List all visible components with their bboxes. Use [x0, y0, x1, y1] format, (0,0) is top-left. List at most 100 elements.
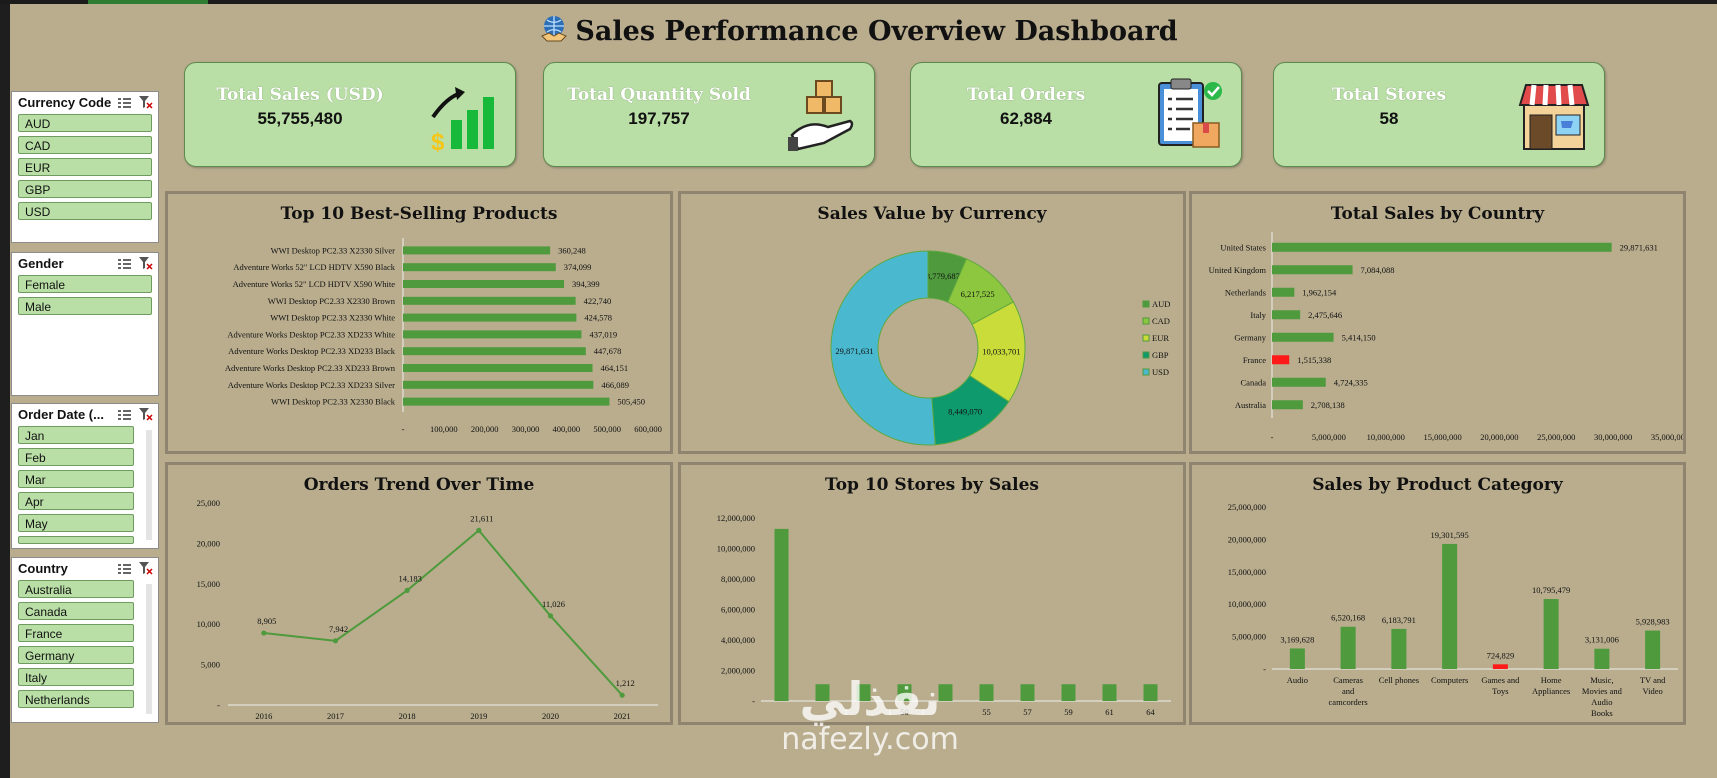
slicer-title: Currency Code [18, 95, 112, 110]
dashboard-title-block: Sales Performance Overview Dashboard [0, 14, 1717, 51]
slicer-item-cad[interactable]: CAD [18, 136, 152, 154]
tick-label: 400,000 [553, 424, 581, 434]
category-label: Adventure Works Desktop PC2.33 XD233 Sil… [228, 380, 395, 390]
tick-label: 10,000,000 [1228, 599, 1266, 609]
tick-label: 6,000,000 [721, 605, 755, 615]
bar [403, 330, 582, 339]
bar [403, 347, 586, 356]
slicer-item-canada[interactable]: Canada [18, 602, 134, 620]
multi-select-icon[interactable] [118, 96, 131, 114]
slicer-item-apr[interactable]: Apr [18, 492, 134, 510]
bar [1272, 287, 1295, 297]
data-label: 1,515,338 [1297, 355, 1331, 365]
tick-label: 500,000 [593, 424, 621, 434]
tick-label: 15,000 [197, 579, 220, 589]
slicer-title: Order Date (... [18, 407, 104, 422]
data-label: 394,399 [572, 279, 600, 289]
tick-label: 2,000,000 [721, 666, 755, 676]
tick-label: 300,000 [512, 424, 540, 434]
slicer-item-usd[interactable]: USD [18, 202, 152, 220]
clear-filter-icon[interactable] [139, 257, 153, 275]
worksheet-column-header [0, 0, 1717, 4]
order-clipboard-icon [1155, 75, 1227, 160]
data-point [476, 527, 482, 533]
slicer-item-italy[interactable]: Italy [18, 668, 134, 686]
slicer-item-mar[interactable]: Mar [18, 470, 134, 488]
tick-label: 2021 [614, 711, 631, 721]
bar [403, 246, 551, 255]
multi-select-icon[interactable] [118, 408, 131, 426]
tick-label: - [1271, 432, 1274, 442]
category-label: Adventure Works Desktop PC2.33 XD233 Whi… [227, 329, 395, 339]
data-label: 21,611 [470, 513, 493, 523]
bar [1143, 684, 1158, 701]
data-label: 447,678 [594, 346, 622, 356]
slicer-item-eur[interactable]: EUR [18, 158, 152, 176]
data-label: 8,905 [257, 616, 276, 626]
slicer-item-france[interactable]: France [18, 624, 134, 642]
data-point [404, 587, 410, 594]
slicer-country: Country Australia Canada France Germany … [11, 557, 159, 723]
multi-select-icon[interactable] [118, 257, 131, 275]
legend-label: GBP [1152, 350, 1169, 360]
multi-select-icon[interactable] [118, 562, 131, 580]
slicer-item-jan[interactable]: Jan [18, 426, 134, 444]
chart-panel-currency: 3,779,687 6,217,525 10,033,701 8,449,070 29,… [678, 191, 1186, 454]
slicer-item-feb[interactable]: Feb [18, 448, 134, 466]
category-label: Canada [1241, 377, 1267, 387]
tick-label: 12,000,000 [717, 513, 755, 523]
legend-label: AUD [1152, 299, 1170, 309]
storefront-icon [1518, 75, 1590, 160]
bar [403, 263, 556, 272]
slicer-item-netherlands[interactable]: Netherlands [18, 690, 134, 708]
legend-swatch [1142, 300, 1150, 308]
slicer-item-may[interactable]: May [18, 514, 134, 532]
tick-label: 15,000,000 [1423, 432, 1461, 442]
bar [403, 397, 610, 406]
tick-label: 100,000 [430, 424, 458, 434]
category-label: Adventure Works Desktop PC2.33 XD233 Bro… [225, 363, 396, 373]
tick-label: 2017 [327, 711, 344, 721]
data-label: 7,084,088 [1361, 265, 1395, 275]
clear-filter-icon[interactable] [139, 96, 153, 114]
chart-title: Sales Value by Currency [817, 204, 1047, 224]
tick-label: 4,000,000 [721, 635, 755, 645]
watermark-latin: nafezly.com [781, 722, 959, 757]
slicer-gender: Gender Female Male [11, 252, 159, 396]
slicer-item-germany[interactable]: Germany [18, 646, 134, 664]
data-label: 14,183 [398, 573, 421, 583]
slicer-item-aud[interactable]: AUD [18, 114, 152, 132]
chart-title: Top 10 Best-Selling Products [280, 204, 558, 224]
kpi-value: 55,755,480 [257, 109, 343, 128]
category-label: Cell phones [1379, 675, 1419, 685]
slicer-item-partial[interactable] [18, 536, 134, 544]
tick-label: 25,000,000 [1228, 502, 1266, 512]
category-label: Italy [1250, 310, 1266, 320]
bar [1492, 664, 1508, 669]
slicer-item-female[interactable]: Female [18, 275, 152, 293]
category-label: Cameras and camcorders [1329, 675, 1368, 707]
clear-filter-icon[interactable] [139, 408, 153, 426]
slicer-scrollbar[interactable] [146, 584, 152, 714]
chart-panel-top-products: WWI Desktop PC2.33 X2330 Silver 360,248 Ad… [165, 191, 673, 454]
bar [1102, 684, 1117, 701]
legend-swatch [1142, 317, 1150, 325]
kpi-card-total-stores: Total Stores 58 [1273, 62, 1605, 167]
slicer-item-male[interactable]: Male [18, 297, 152, 315]
data-label: 422,740 [584, 296, 612, 306]
bar [1020, 684, 1035, 701]
slicer-scrollbar[interactable] [146, 430, 152, 540]
category-label: Adventure Works Desktop PC2.33 XD233 Bla… [228, 346, 396, 356]
tick-label: 10,000,000 [1367, 432, 1405, 442]
category-label: Netherlands [1225, 287, 1266, 297]
tick-label: - [1263, 664, 1266, 674]
slicer-item-gbp[interactable]: GBP [18, 180, 152, 198]
legend-label: USD [1152, 367, 1169, 377]
slicer-item-australia[interactable]: Australia [18, 580, 134, 598]
clear-filter-icon[interactable] [139, 562, 153, 580]
category-label: United Kingdom [1209, 265, 1267, 275]
data-label: 19,301,595 [1431, 530, 1469, 540]
svg-text:$: $ [431, 129, 445, 155]
category-label: WWI Desktop PC2.33 X2330 Brown [268, 296, 396, 306]
bar [815, 684, 830, 701]
